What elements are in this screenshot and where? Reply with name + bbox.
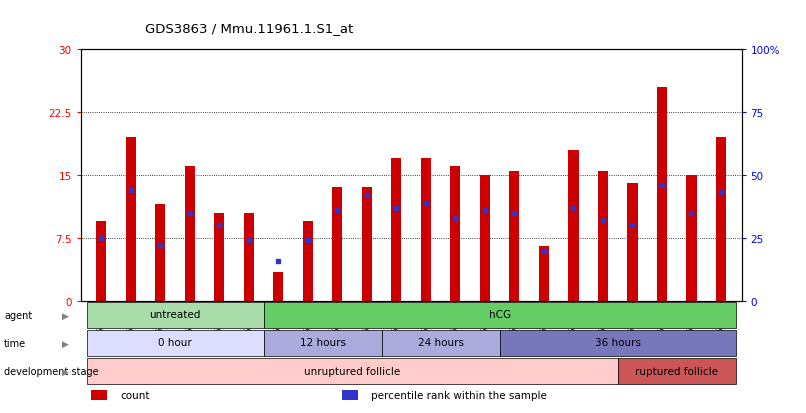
- Bar: [332, 188, 343, 301]
- Text: hCG: hCG: [488, 310, 511, 320]
- Bar: [391, 159, 401, 301]
- Bar: [264, 303, 736, 328]
- Bar: [480, 176, 490, 301]
- Bar: [155, 205, 165, 301]
- Text: 36 hours: 36 hours: [595, 338, 641, 348]
- Bar: [96, 221, 106, 301]
- Bar: [421, 159, 431, 301]
- Bar: [214, 213, 224, 301]
- Bar: [509, 171, 520, 301]
- Bar: [627, 184, 638, 301]
- Bar: [617, 358, 736, 384]
- Bar: [538, 247, 549, 301]
- Text: GDS3863 / Mmu.11961.1.S1_at: GDS3863 / Mmu.11961.1.S1_at: [145, 22, 353, 35]
- Text: agent: agent: [4, 310, 32, 320]
- Text: 24 hours: 24 hours: [418, 338, 463, 348]
- Bar: [657, 87, 667, 301]
- Bar: [90, 390, 107, 400]
- Bar: [686, 176, 696, 301]
- Bar: [568, 150, 579, 301]
- Bar: [451, 167, 460, 301]
- Bar: [243, 213, 254, 301]
- Text: development stage: development stage: [4, 366, 98, 376]
- Bar: [500, 331, 736, 356]
- Text: unruptured follicle: unruptured follicle: [304, 366, 400, 375]
- Bar: [381, 331, 500, 356]
- Text: untreated: untreated: [149, 310, 201, 320]
- Text: count: count: [120, 389, 150, 399]
- Text: ruptured follicle: ruptured follicle: [635, 366, 718, 375]
- Bar: [342, 390, 358, 400]
- Bar: [86, 303, 264, 328]
- Text: ▶: ▶: [61, 311, 69, 320]
- Bar: [362, 188, 372, 301]
- Text: 12 hours: 12 hours: [300, 338, 346, 348]
- Bar: [86, 358, 617, 384]
- Bar: [273, 272, 284, 301]
- Bar: [302, 221, 313, 301]
- Text: ▶: ▶: [61, 367, 69, 376]
- Bar: [185, 167, 195, 301]
- Text: time: time: [4, 338, 26, 348]
- Bar: [264, 331, 381, 356]
- Bar: [598, 171, 608, 301]
- Bar: [126, 138, 136, 301]
- Text: 0 hour: 0 hour: [158, 338, 192, 348]
- Text: ▶: ▶: [61, 339, 69, 348]
- Bar: [86, 331, 264, 356]
- Text: percentile rank within the sample: percentile rank within the sample: [372, 389, 547, 399]
- Bar: [716, 138, 726, 301]
